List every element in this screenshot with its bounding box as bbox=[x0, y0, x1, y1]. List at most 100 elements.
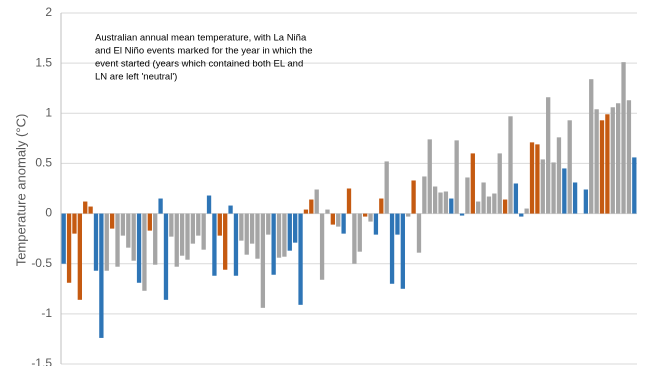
bar bbox=[438, 192, 443, 214]
bar bbox=[201, 213, 206, 250]
bar bbox=[126, 213, 131, 248]
bar bbox=[508, 116, 513, 214]
bar bbox=[88, 206, 93, 214]
bar bbox=[131, 213, 136, 261]
annotation-line: LN are left 'neutral') bbox=[95, 72, 177, 83]
bar bbox=[298, 213, 303, 305]
bar bbox=[142, 213, 147, 291]
bar bbox=[72, 213, 77, 234]
bar bbox=[465, 177, 470, 214]
bar bbox=[352, 213, 357, 264]
bar bbox=[99, 213, 104, 338]
bar bbox=[346, 188, 352, 214]
y-tick-label: 1 bbox=[45, 105, 52, 119]
bar bbox=[233, 213, 239, 276]
bar bbox=[540, 159, 545, 214]
y-tick-label: -0.5 bbox=[31, 256, 52, 270]
bar bbox=[120, 213, 126, 236]
bar bbox=[293, 213, 298, 243]
bar bbox=[449, 198, 454, 214]
bar bbox=[266, 213, 271, 235]
bar bbox=[255, 213, 260, 259]
bar bbox=[497, 153, 502, 214]
bar bbox=[476, 201, 481, 214]
bar bbox=[314, 189, 319, 214]
y-tick-label: -1.5 bbox=[31, 356, 52, 366]
bar bbox=[368, 213, 373, 222]
bar bbox=[212, 213, 217, 276]
bar bbox=[115, 213, 120, 267]
y-tick-label: 0.5 bbox=[35, 156, 52, 170]
bar bbox=[276, 213, 282, 258]
bar bbox=[572, 182, 578, 214]
bar bbox=[610, 107, 615, 214]
bar bbox=[546, 97, 551, 214]
bar bbox=[147, 213, 152, 231]
bar bbox=[136, 213, 142, 283]
bar bbox=[239, 213, 244, 241]
bar bbox=[196, 213, 201, 236]
bar bbox=[282, 213, 287, 257]
bar bbox=[330, 213, 336, 225]
bar bbox=[109, 213, 115, 229]
bar bbox=[61, 213, 66, 264]
bar bbox=[174, 213, 179, 267]
bar bbox=[153, 213, 158, 265]
bar bbox=[190, 213, 196, 244]
bar bbox=[481, 182, 486, 214]
bar bbox=[605, 114, 610, 214]
bar bbox=[443, 191, 449, 214]
bar bbox=[589, 79, 594, 214]
bar bbox=[395, 213, 400, 235]
bar bbox=[459, 213, 465, 216]
bar bbox=[422, 176, 427, 214]
bar bbox=[567, 120, 572, 214]
annotation-line: event started (years which contained bot… bbox=[95, 59, 303, 70]
bar bbox=[524, 208, 529, 214]
bar bbox=[551, 162, 556, 214]
bar bbox=[416, 213, 422, 253]
bar bbox=[104, 213, 109, 271]
bar bbox=[529, 142, 535, 214]
bar bbox=[492, 193, 497, 214]
bar bbox=[228, 205, 233, 214]
bar bbox=[406, 213, 411, 217]
bar bbox=[384, 161, 389, 214]
bar bbox=[260, 213, 266, 308]
y-tick-label: 0 bbox=[45, 206, 52, 220]
bar bbox=[594, 109, 599, 214]
bar bbox=[163, 213, 169, 300]
bar bbox=[583, 189, 589, 214]
bar bbox=[66, 213, 72, 283]
bar bbox=[621, 62, 626, 214]
bar bbox=[486, 196, 492, 214]
bar bbox=[454, 140, 459, 214]
bar bbox=[206, 195, 212, 214]
bar bbox=[562, 168, 567, 214]
bar bbox=[400, 213, 405, 289]
bar bbox=[379, 198, 384, 214]
bar bbox=[271, 213, 276, 275]
bar bbox=[599, 120, 605, 214]
annotation-line: Australian annual mean temperature, with… bbox=[95, 33, 307, 44]
y-tick-label: 2 bbox=[45, 5, 52, 19]
annotation-line: and El Niño events marked for the year i… bbox=[95, 46, 313, 57]
bar bbox=[93, 213, 99, 271]
bar bbox=[389, 213, 395, 284]
bar bbox=[217, 213, 222, 236]
bar bbox=[432, 186, 438, 214]
bar bbox=[632, 157, 637, 214]
bar bbox=[427, 139, 432, 214]
bar bbox=[341, 213, 346, 234]
bar bbox=[626, 100, 632, 214]
bar bbox=[179, 213, 185, 256]
bar bbox=[502, 199, 508, 214]
bar bbox=[223, 213, 228, 270]
bar bbox=[244, 213, 249, 255]
bar bbox=[362, 213, 368, 217]
bar bbox=[411, 180, 416, 214]
bar bbox=[336, 213, 341, 227]
bar bbox=[309, 199, 314, 214]
bar bbox=[357, 213, 362, 252]
